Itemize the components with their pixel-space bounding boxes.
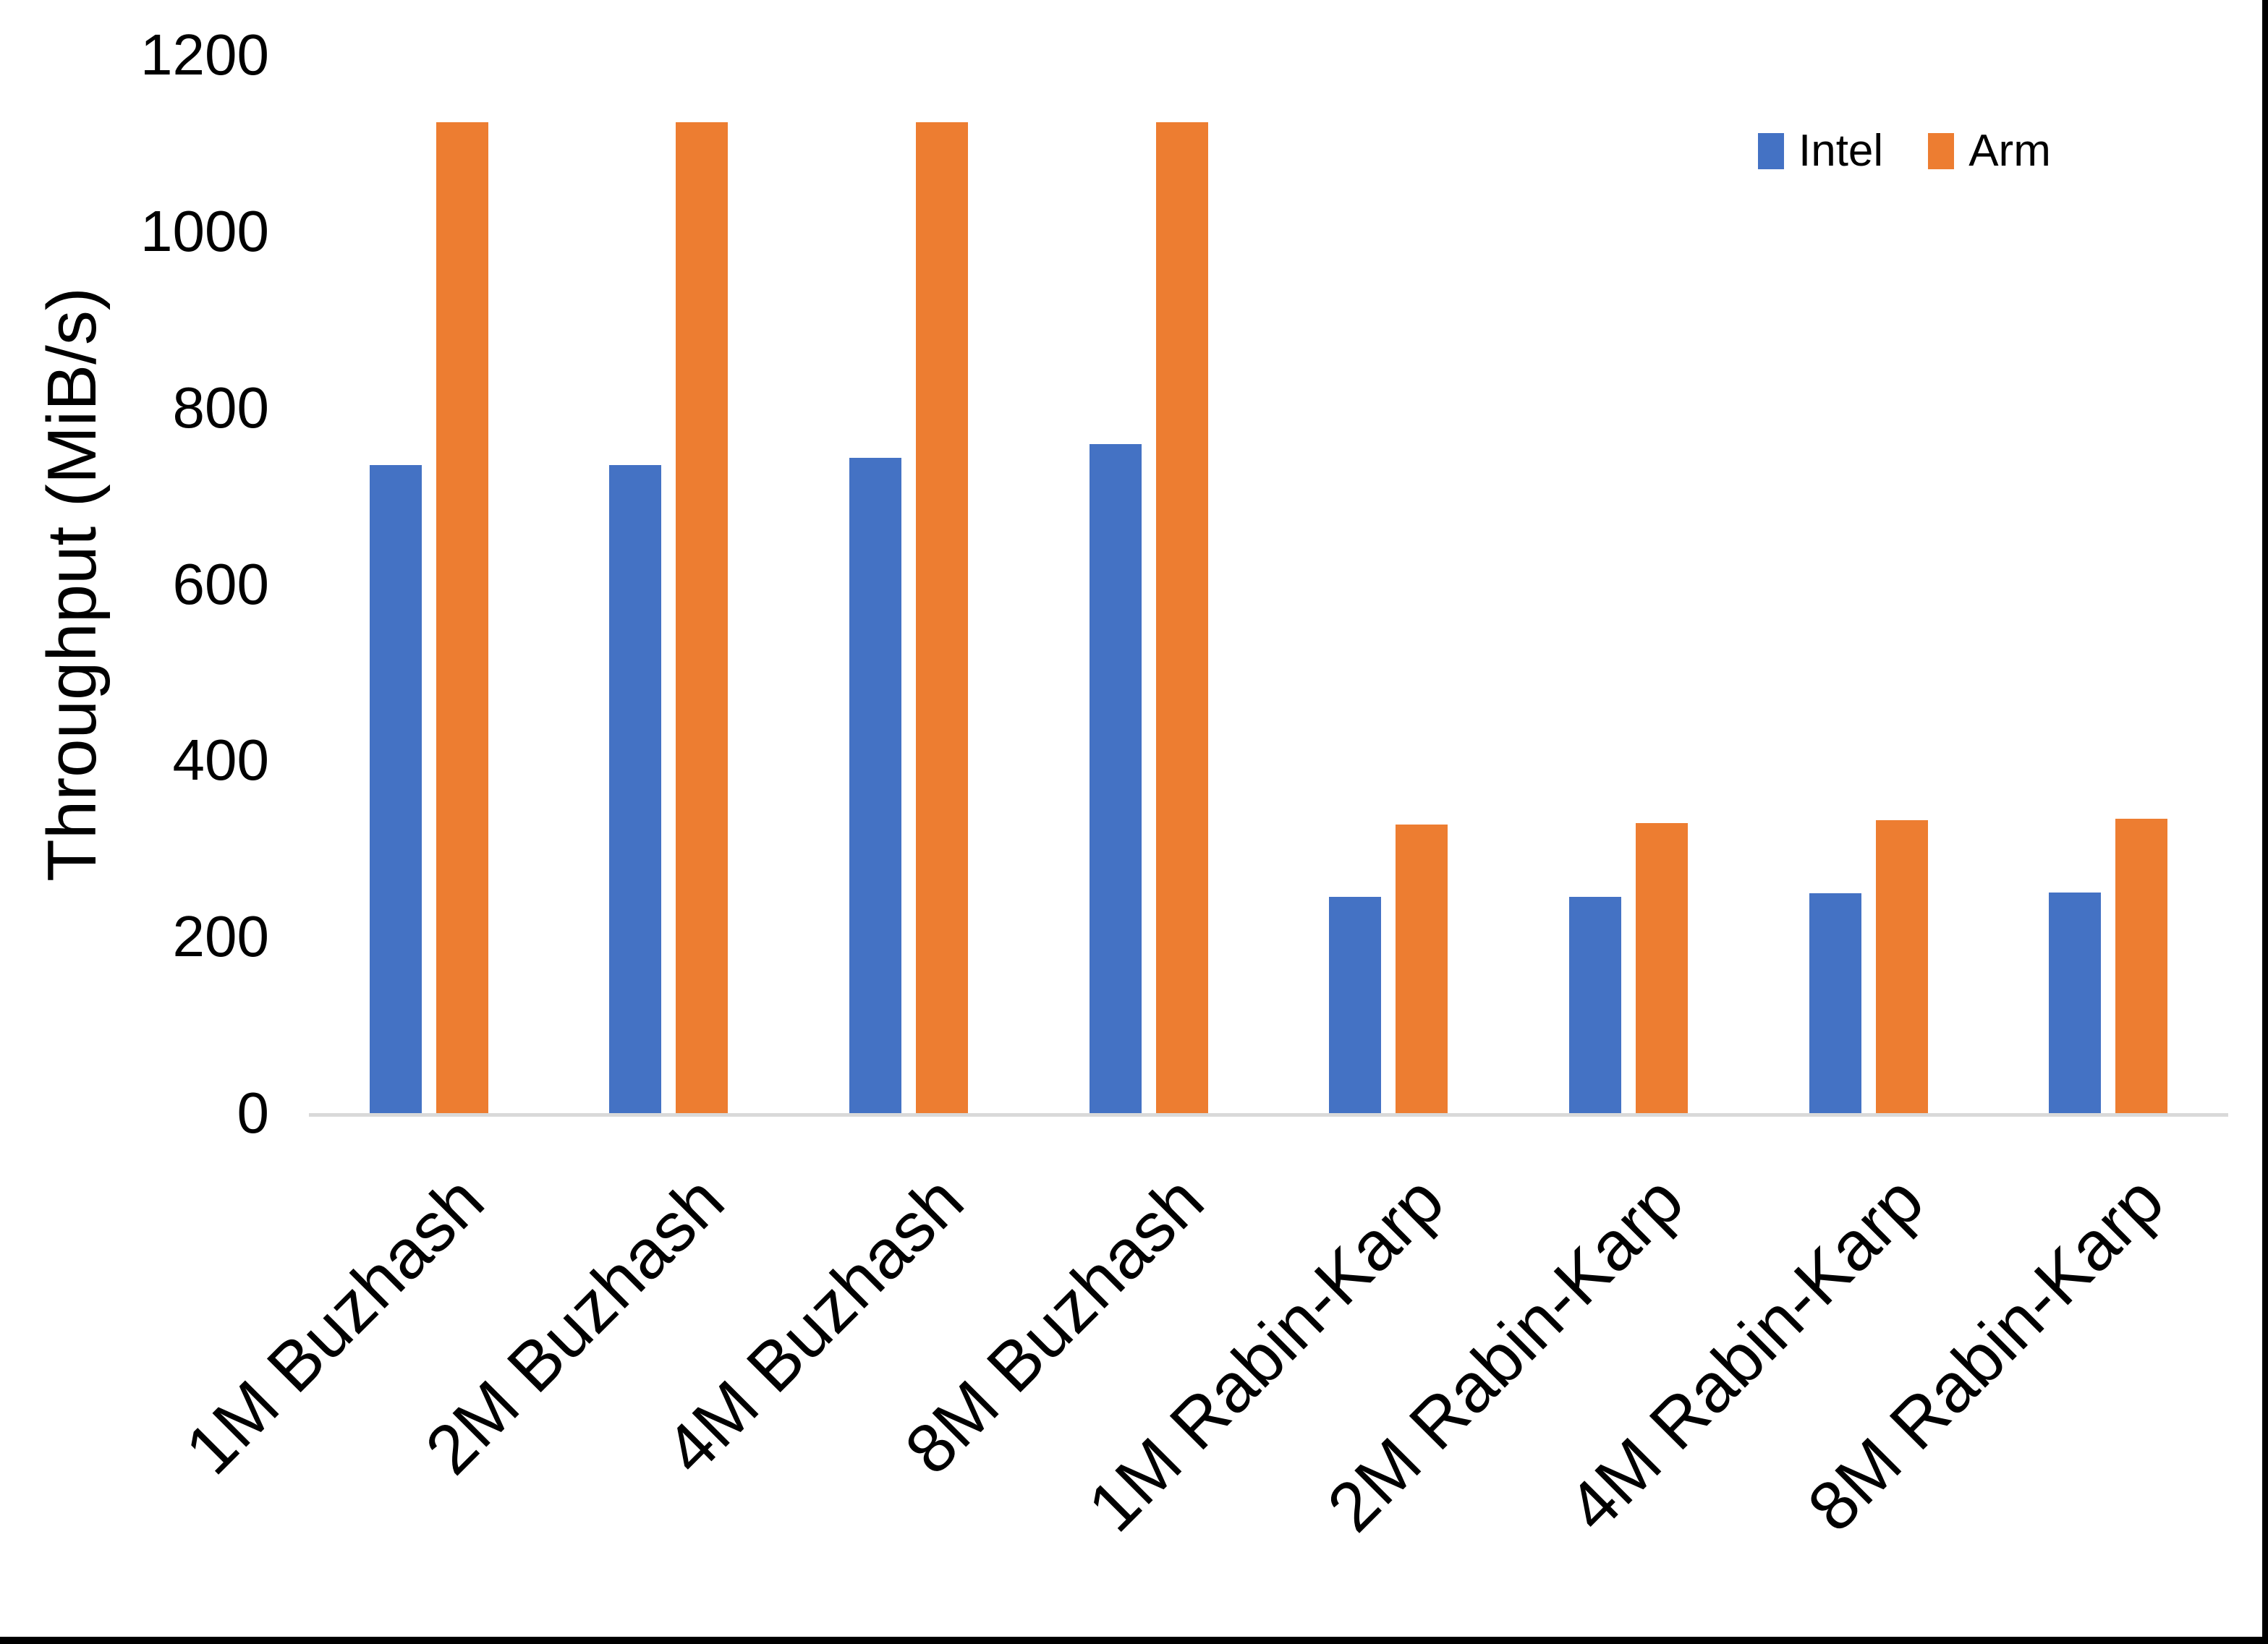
plot-area [309, 55, 2228, 1113]
bar-group-2m-rabin-karp [1508, 55, 1749, 1113]
y-tick-label-800: 800 [172, 375, 269, 440]
y-tick-label-400: 400 [172, 728, 269, 793]
bar-arm-1m-buzhash [436, 122, 488, 1113]
legend: Intel Arm [1758, 129, 2051, 174]
bar-intel-1m-buzhash [369, 465, 422, 1113]
bar-intel-8m-rabin-karp [2049, 893, 2102, 1113]
legend-label-intel: Intel [1798, 126, 1884, 176]
bar-group-1m-buzhash [309, 55, 549, 1113]
window-right-edge [2262, 0, 2268, 1644]
legend-item-arm: Arm [1928, 129, 2051, 174]
legend-swatch-arm [1928, 133, 1955, 169]
bar-group-8m-rabin-karp [1988, 55, 2228, 1113]
y-tick-label-600: 600 [172, 551, 269, 616]
bar-intel-8m-buzhash [1089, 444, 1142, 1113]
bar-group-4m-rabin-karp [1749, 55, 1989, 1113]
bar-intel-2m-buzhash [609, 465, 662, 1113]
bar-arm-8m-buzhash [1155, 122, 1208, 1113]
bar-group-8m-buzhash [1029, 55, 1269, 1113]
bar-arm-4m-buzhash [916, 122, 969, 1113]
x-axis-line [309, 1113, 2228, 1117]
bar-intel-4m-buzhash [849, 458, 902, 1113]
bar-intel-1m-rabin-karp [1329, 897, 1382, 1113]
bar-arm-2m-buzhash [676, 122, 729, 1113]
bar-arm-8m-rabin-karp [2115, 819, 2168, 1113]
legend-swatch-intel [1758, 133, 1784, 169]
legend-label-arm: Arm [1968, 126, 2051, 176]
bar-arm-2m-rabin-karp [1635, 823, 1688, 1113]
bar-group-4m-buzhash [789, 55, 1029, 1113]
y-tick-label-0: 0 [237, 1081, 270, 1145]
y-tick-label-200: 200 [172, 904, 269, 969]
y-tick-label-1200: 1200 [140, 22, 269, 87]
bar-intel-4m-rabin-karp [1809, 893, 1861, 1113]
bar-group-1m-rabin-karp [1269, 55, 1509, 1113]
window-bottom-edge [0, 1637, 2268, 1644]
bar-arm-4m-rabin-karp [1875, 820, 1928, 1113]
bar-intel-2m-rabin-karp [1568, 897, 1621, 1113]
bar-arm-1m-rabin-karp [1396, 825, 1448, 1113]
legend-item-intel: Intel [1758, 129, 1883, 174]
bar-group-2m-buzhash [549, 55, 789, 1113]
y-tick-label-1000: 1000 [140, 198, 269, 263]
